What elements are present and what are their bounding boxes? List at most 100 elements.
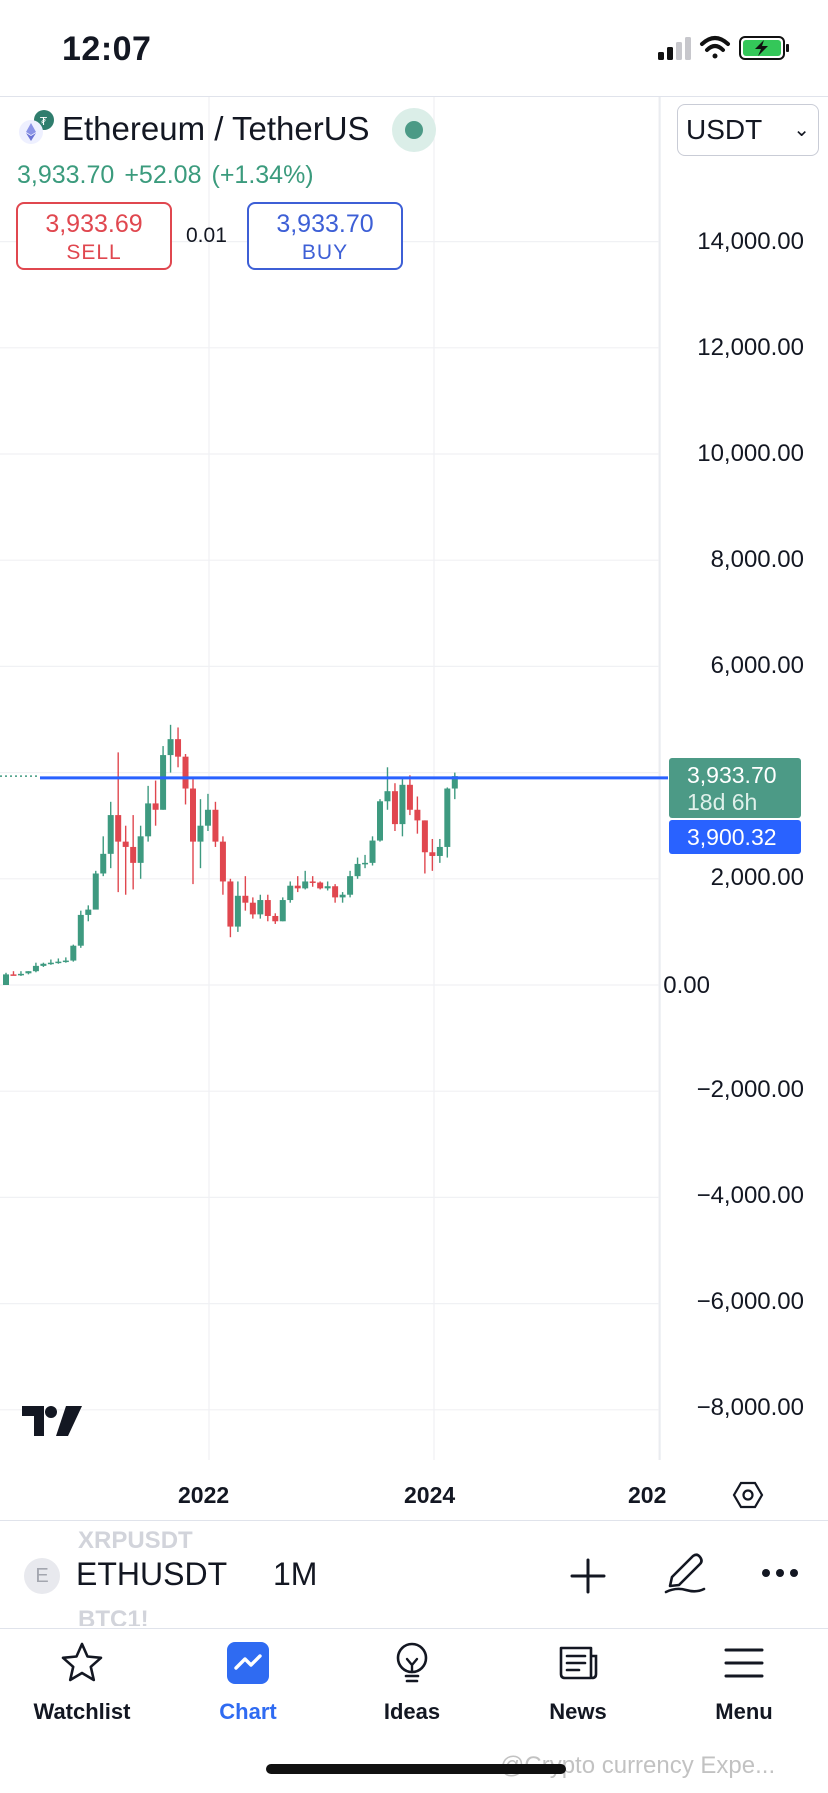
drawing-tools-icon[interactable] [662,1550,708,1596]
candle-body [3,974,9,985]
symbol-bar: XRPUSDT BTC1! [0,1521,828,1627]
interval-selector[interactable]: 1M [273,1556,318,1592]
symbol-avatar: E [24,1558,60,1594]
chevron-down-icon: ⌄ [793,119,810,141]
x-tick-label: 2022 [178,1482,230,1508]
candle-body [10,974,17,976]
candle-body [47,962,54,965]
candle-body [279,900,286,922]
candle-body [32,965,39,972]
candle-body [339,894,346,898]
tab-label: Ideas [383,1699,441,1724]
candle-body [70,945,77,961]
buy-button[interactable]: 3,933.70 BUY [247,202,403,270]
candle-body [399,784,406,825]
status-bar: 12:07 [0,0,828,96]
line-price-badge: 3,900.32 [669,820,801,854]
candle-body [436,846,443,856]
candle-body [234,895,241,927]
tab-ideas[interactable]: Ideas [342,1640,482,1725]
candle-body [62,960,69,963]
candle-body [444,788,451,847]
top-divider [0,96,828,97]
svg-text:₮: ₮ [40,115,47,128]
candle-body [391,791,398,825]
sell-button[interactable]: 3,933.69 SELL [16,202,172,270]
y-tick-label: −2,000.00 [696,1076,804,1103]
lightbulb-icon [396,1642,428,1683]
wifi-icon [700,36,730,59]
last-price: 3,933.70 [17,161,115,189]
home-indicator[interactable] [266,1764,566,1774]
y-tick-label: 8,000.00 [710,546,804,573]
candle-body [257,900,264,915]
candle-body [40,963,47,966]
candle-body [421,820,428,853]
price-chart[interactable] [0,97,828,1517]
candle-countdown: 18d 6h [687,789,758,815]
pair-title[interactable]: Ethereum / TetherUS [62,110,370,147]
candle-body [175,739,182,757]
currency-select[interactable]: USDT ⌄ [677,104,819,156]
candle-body [130,846,137,863]
candle-body [17,973,24,976]
candle-body [429,852,436,856]
candle-body [25,971,32,974]
tab-menu[interactable]: Menu [674,1640,814,1725]
candle-body [362,862,369,865]
buy-label: BUY [301,241,349,264]
candle-body [227,881,234,927]
candle-body [264,900,271,916]
next-symbol-hint[interactable]: BTC1! [78,1606,149,1626]
currency-value: USDT [686,114,763,145]
chart-icon [227,1642,269,1684]
candle-body [107,815,114,854]
add-icon[interactable] [568,1556,608,1596]
candle-body [249,902,256,915]
tab-bar [0,1628,828,1793]
buy-price: 3,933.70 [276,210,374,238]
candle-body [197,825,204,842]
chart-settings-icon[interactable] [732,1479,764,1511]
candle-body [85,909,92,915]
tab-label: News [549,1699,607,1724]
candle-body [309,881,316,883]
candle-body [137,836,144,863]
candle-body [55,961,62,964]
sell-price: 3,933.69 [45,210,143,238]
candle-body [347,876,354,895]
last-price-badge: 3,933.70 18d 6h [669,758,801,818]
x-tick-label: 202 [628,1482,667,1508]
market-status-indicator[interactable] [392,108,436,152]
tab-chart[interactable]: Chart [178,1640,318,1725]
tab-label: Chart [219,1699,277,1724]
y-tick-label: −4,000.00 [696,1182,804,1209]
battery-charging-icon [739,36,789,60]
candle-body [332,886,339,898]
candle-body [384,791,391,802]
symbol-selector[interactable]: ETHUSDT [76,1556,228,1592]
y-tick-label: 0.00 [663,972,710,999]
tab-news[interactable]: News [508,1640,648,1725]
more-options-icon[interactable] [760,1566,800,1580]
candle-body [287,885,294,901]
candle-body [317,882,324,889]
prev-symbol-hint[interactable]: XRPUSDT [78,1527,193,1554]
candle-body [167,739,174,756]
candle-body [145,803,152,837]
candle-body [92,873,99,910]
y-tick-label: −6,000.00 [696,1288,804,1315]
market-open-dot [405,121,423,139]
tab-watchlist[interactable]: Watchlist [12,1640,152,1725]
candle-body [272,915,279,922]
candle-body [122,841,129,847]
candle-body [204,809,211,826]
status-icons [658,36,789,60]
candle-body [182,756,189,789]
candle-body [152,803,159,810]
sell-label: SELL [66,241,122,264]
price-change-percent: (+1.34%) [211,161,314,189]
candle-body [219,841,226,882]
last-price-badge-value: 3,933.70 [687,762,777,788]
candle-body [451,776,458,789]
